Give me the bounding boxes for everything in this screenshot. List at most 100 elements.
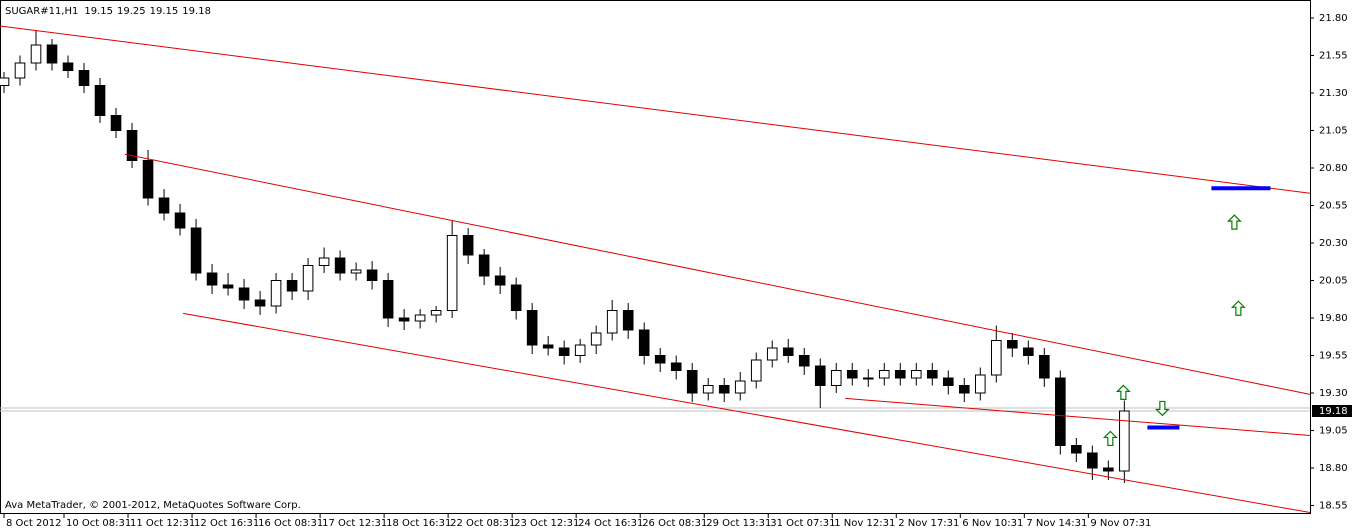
watermark: Ava MetaTrader, © 2001-2012, MetaQuotes … <box>5 500 301 511</box>
candle-body <box>638 329 650 356</box>
candle-body <box>334 257 346 274</box>
candle-body <box>574 344 586 356</box>
open-price: 19.15 <box>84 6 113 17</box>
candle-body <box>62 62 74 71</box>
x-tick-label: 8 Oct 2012 <box>6 518 61 529</box>
x-tick-label: 1 Nov 12:31 <box>834 518 895 529</box>
x-tick-label: 9 Nov 07:31 <box>1090 518 1151 529</box>
candle-body <box>142 160 154 199</box>
candle-body <box>1103 467 1114 472</box>
y-tick-label: 19.55 <box>1319 351 1348 362</box>
candle-body <box>94 85 106 116</box>
candle-body <box>270 280 282 307</box>
x-tick-label: 17 Oct 12:31 <box>322 518 387 529</box>
symbol: SUGAR#11,H1 <box>5 6 78 17</box>
candle-body <box>414 314 426 322</box>
candle-body <box>126 130 138 161</box>
candle-body <box>302 265 314 292</box>
x-tick-label: 6 Nov 10:31 <box>962 518 1023 529</box>
candle-body <box>222 284 234 289</box>
y-tick-label: 21.30 <box>1319 88 1348 99</box>
signal-arrow <box>1115 384 1131 400</box>
candle-body <box>1007 340 1018 349</box>
candle-body <box>30 44 42 64</box>
y-tick-label: 21.55 <box>1319 51 1348 62</box>
candle-body <box>398 317 410 322</box>
x-tick-label: 24 Oct 16:31 <box>578 518 643 529</box>
candle-body <box>254 299 266 307</box>
candle-body <box>750 359 762 382</box>
candle-body <box>1119 410 1130 472</box>
x-tick-label: 7 Nov 14:31 <box>1026 518 1087 529</box>
candle-body <box>542 344 554 349</box>
candle-body <box>814 365 826 386</box>
candle-body <box>382 280 394 319</box>
candle-body <box>526 310 538 346</box>
candle-body <box>654 355 666 364</box>
candle-body <box>894 370 906 379</box>
x-tick-label: 18 Oct 16:31 <box>386 518 451 529</box>
y-tick-label: 19.05 <box>1319 426 1348 437</box>
candle-body <box>14 62 26 79</box>
y-tick-label: 19.80 <box>1319 313 1348 324</box>
candle-body <box>862 377 874 380</box>
candle-body <box>686 370 698 394</box>
x-tick-label: 22 Oct 08:31 <box>450 518 515 529</box>
candle-body <box>766 347 778 361</box>
candle-body <box>878 370 890 379</box>
candle-body <box>1023 347 1034 356</box>
candle-body <box>798 355 810 367</box>
candle-body <box>1055 377 1066 446</box>
trend-line <box>0 25 1311 194</box>
candle-body <box>494 275 506 286</box>
candle-body <box>46 44 58 64</box>
price-label: 19.18 <box>1319 406 1348 417</box>
close-price: 19.18 <box>182 6 211 17</box>
candle-body <box>318 257 330 266</box>
candle-body <box>670 362 682 371</box>
y-tick-label: 19.30 <box>1319 388 1348 399</box>
y-tick-label: 20.30 <box>1319 238 1348 249</box>
candle-body <box>926 370 938 379</box>
candle-body <box>174 212 186 229</box>
candle-body <box>974 374 986 394</box>
candle-body <box>158 197 170 214</box>
x-tick-label: 12 Oct 16:31 <box>194 518 259 529</box>
candle-body <box>238 287 250 301</box>
signal-arrow <box>1102 430 1118 447</box>
candle-body <box>462 235 474 256</box>
candle-body <box>366 269 378 281</box>
candle-body <box>1039 355 1050 379</box>
price-label-box <box>1312 405 1352 417</box>
candle-body <box>606 310 618 334</box>
candle-body <box>910 370 922 379</box>
candle-body <box>622 310 634 331</box>
candle-body <box>206 272 218 286</box>
x-tick-label: 10 Oct 08:31 <box>66 518 131 529</box>
candle-body <box>1071 445 1082 454</box>
x-tick-label: 11 Oct 12:31 <box>130 518 195 529</box>
candle-body <box>478 254 490 277</box>
x-tick-label: 29 Oct 13:31 <box>706 518 771 529</box>
candle-body <box>510 284 522 311</box>
candle-body <box>446 235 458 311</box>
y-tick-label: 21.05 <box>1319 126 1348 137</box>
x-tick-label: 2 Nov 17:31 <box>898 518 959 529</box>
candle-body <box>734 380 746 394</box>
x-tick-label: 16 Oct 08:31 <box>258 518 323 529</box>
candle-body <box>958 385 970 394</box>
trend-line <box>845 397 1311 436</box>
candle-body <box>782 347 794 356</box>
candle-body <box>991 340 1002 376</box>
candle-body <box>286 280 298 292</box>
x-tick-label: 31 Oct 07:31 <box>770 518 835 529</box>
candle-body <box>110 115 122 131</box>
y-tick-label: 18.55 <box>1319 501 1348 512</box>
signal-arrow <box>1226 214 1242 230</box>
candle-body <box>1087 452 1098 469</box>
y-tick-label: 21.80 <box>1319 13 1348 24</box>
candle-body <box>590 332 602 346</box>
y-tick-label: 20.05 <box>1319 276 1348 287</box>
candle-body <box>846 370 858 379</box>
trend-line <box>124 153 1311 395</box>
